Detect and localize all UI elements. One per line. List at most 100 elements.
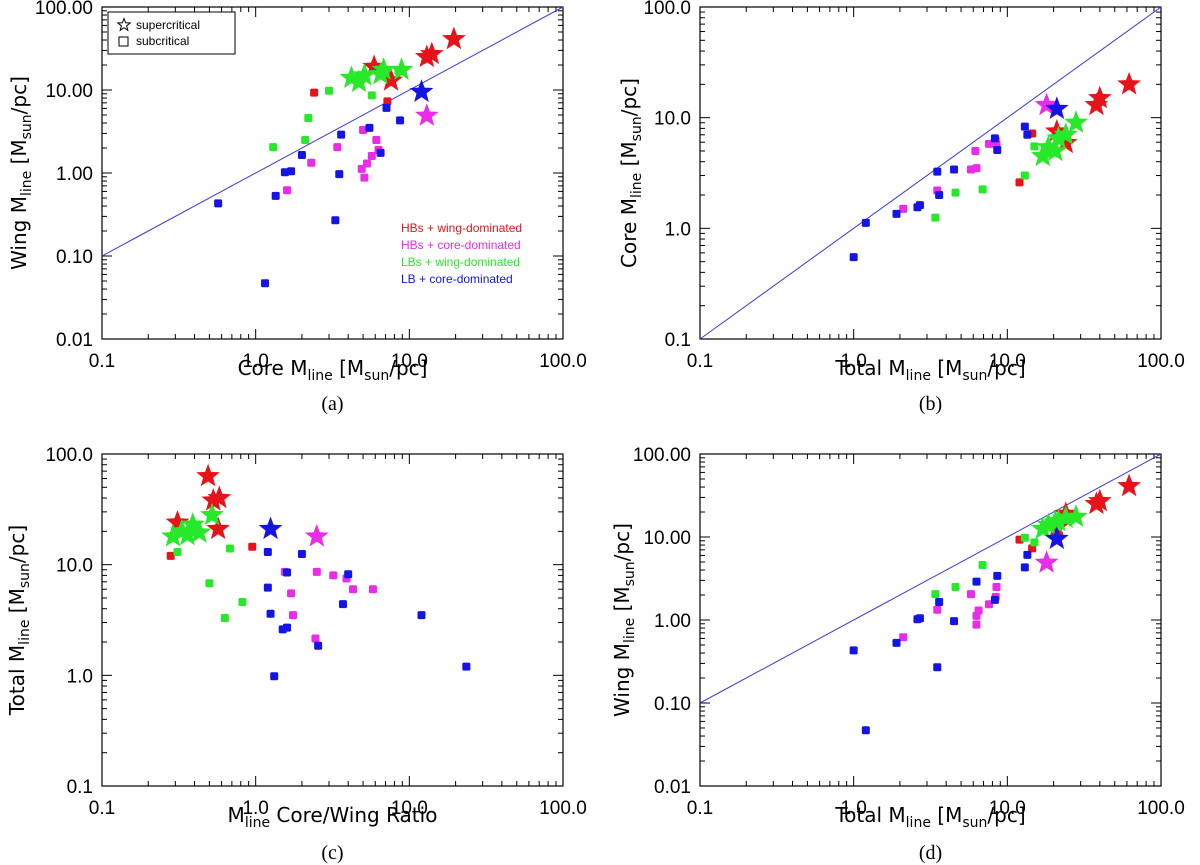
square-point-hb-core (972, 620, 981, 629)
y-axis-label: Wing Mline [Msun/pc] (7, 76, 35, 270)
y-tick-label: 1.0 (665, 219, 691, 240)
square-point-lb-core (990, 595, 999, 604)
square-point-lb-core (335, 170, 344, 179)
square-point-lb-core (297, 150, 306, 159)
legend-category-label: HBs + wing-dominated (401, 221, 522, 235)
square-point-hb-core (289, 611, 298, 620)
panel-caption: (a) (321, 393, 343, 415)
square-point-lb-wing (367, 91, 376, 100)
star-point-hb-wing (207, 485, 232, 509)
square-point-hb-core (359, 125, 368, 134)
x-axis-label-pre: Total M (834, 803, 905, 827)
star-point-hb-wing (362, 54, 386, 77)
square-point-lb-core (950, 165, 959, 174)
square-point-lb-core (993, 571, 1002, 580)
y-axis-label-pre: Wing M (610, 643, 634, 717)
star-point-lb-wing (1064, 110, 1088, 133)
square-point-hb-core (985, 139, 994, 148)
star-point-lb-core (1045, 96, 1069, 119)
y-axis-label-post: [M (610, 586, 634, 617)
panel-caption: (c) (321, 842, 343, 864)
square-point-lb-core (297, 549, 306, 558)
square-point-hb-core (283, 186, 292, 195)
square-point-hb-core (933, 605, 942, 614)
x-axis-label-sub2: sun (364, 368, 389, 384)
x-axis-label-post2: /pc] (987, 356, 1025, 380)
star-point-lb-wing (1053, 505, 1078, 528)
square-point-lb-core (892, 209, 901, 218)
x-axis-label: Total Mline [Msun/pc] (834, 803, 1025, 831)
star-point-hb-wing (196, 463, 220, 487)
y-axis-label: Core Mline [Msun/pc] (617, 78, 645, 268)
legend-marker-label: subcritical (136, 34, 189, 48)
y-tick-label: 1.0 (67, 666, 93, 687)
x-tick-label: 1.0 (242, 351, 268, 372)
star-point-hb-core (304, 523, 329, 547)
square-point-lb-wing (238, 597, 247, 606)
y-axis-label-pre: Total M (5, 645, 29, 716)
star-point-lb-wing (1036, 134, 1061, 158)
square-point-lb-core (214, 199, 223, 208)
square-point-lb-core (915, 201, 924, 210)
y-axis-label-sub: line (622, 618, 638, 643)
square-point-lb-core (462, 662, 471, 671)
x-axis-label: Total Mline [Msun/pc] (834, 356, 1025, 384)
x-axis-label-post: [M (931, 356, 962, 380)
legend-box (107, 11, 236, 55)
square-point-lb-core (935, 597, 944, 606)
panel-caption: (d) (919, 842, 942, 864)
square-point-hb-core (899, 204, 908, 213)
star-point-lb-wing (161, 523, 185, 547)
star-point-lb-wing (180, 512, 205, 535)
square-point-lb-core (990, 134, 999, 143)
x-axis-label-pre: M (228, 803, 245, 827)
square-point-lb-wing (1020, 171, 1029, 180)
square-point-hb-core (333, 143, 342, 152)
square-point-lb-core (283, 568, 292, 577)
legend-star-icon (116, 17, 132, 32)
square-point-lb-core (915, 614, 924, 623)
plot-frame (699, 6, 1162, 340)
square-point-hb-core (899, 633, 908, 642)
square-point-lb-wing (220, 613, 229, 622)
y-axis-label: Wing Mline [Msun/pc] (610, 523, 638, 717)
square-point-hb-core (311, 634, 320, 643)
square-point-lb-core (287, 167, 296, 176)
star-point-hb-wing (1117, 71, 1141, 95)
star-point-lb-core (258, 516, 283, 540)
square-point-lb-core (933, 167, 942, 176)
square-point-lb-core (382, 103, 391, 112)
square-point-lb-core (993, 146, 1002, 155)
square-point-lb-core (263, 583, 272, 592)
square-point-hb-core (966, 590, 975, 599)
x-axis-label-pre: Core M (238, 356, 308, 380)
star-point-hb-wing (206, 516, 230, 540)
x-axis-label-post2: /pc] (987, 803, 1025, 827)
square-point-lb-core (280, 168, 289, 177)
legend-marker-label: supercritical (136, 18, 200, 32)
star-point-hb-wing (1053, 130, 1078, 154)
square-point-hb-core (372, 135, 381, 144)
square-point-lb-wing (1030, 538, 1039, 547)
y-tick-label: 0.1 (67, 777, 93, 798)
y-tick-label: 100.0 (643, 0, 691, 19)
x-tick-label: 100.0 (1137, 798, 1185, 819)
star-point-hb-core (1034, 92, 1059, 116)
square-point-lb-core (338, 600, 347, 609)
x-tick-label: 1.0 (840, 351, 866, 372)
y-axis-label-sub: line (17, 620, 33, 645)
y-axis-label-post: [M (7, 139, 31, 170)
x-axis-label: Mline Core/Wing Ratio (228, 803, 438, 831)
square-point-lb-core (861, 218, 870, 227)
y-tick-label: 1.00 (654, 611, 691, 632)
x-tick-label: 10.0 (989, 798, 1026, 819)
y-axis-label-post2: /pc] (617, 78, 641, 116)
square-point-lb-core (344, 570, 353, 579)
square-point-lb-core (266, 609, 275, 618)
square-point-lb-core (260, 279, 269, 288)
x-tick-label: 100.0 (539, 351, 587, 372)
x-axis-label-sub: line (245, 815, 270, 831)
square-point-lb-core (1023, 130, 1032, 139)
star-point-hb-wing (1117, 473, 1141, 497)
